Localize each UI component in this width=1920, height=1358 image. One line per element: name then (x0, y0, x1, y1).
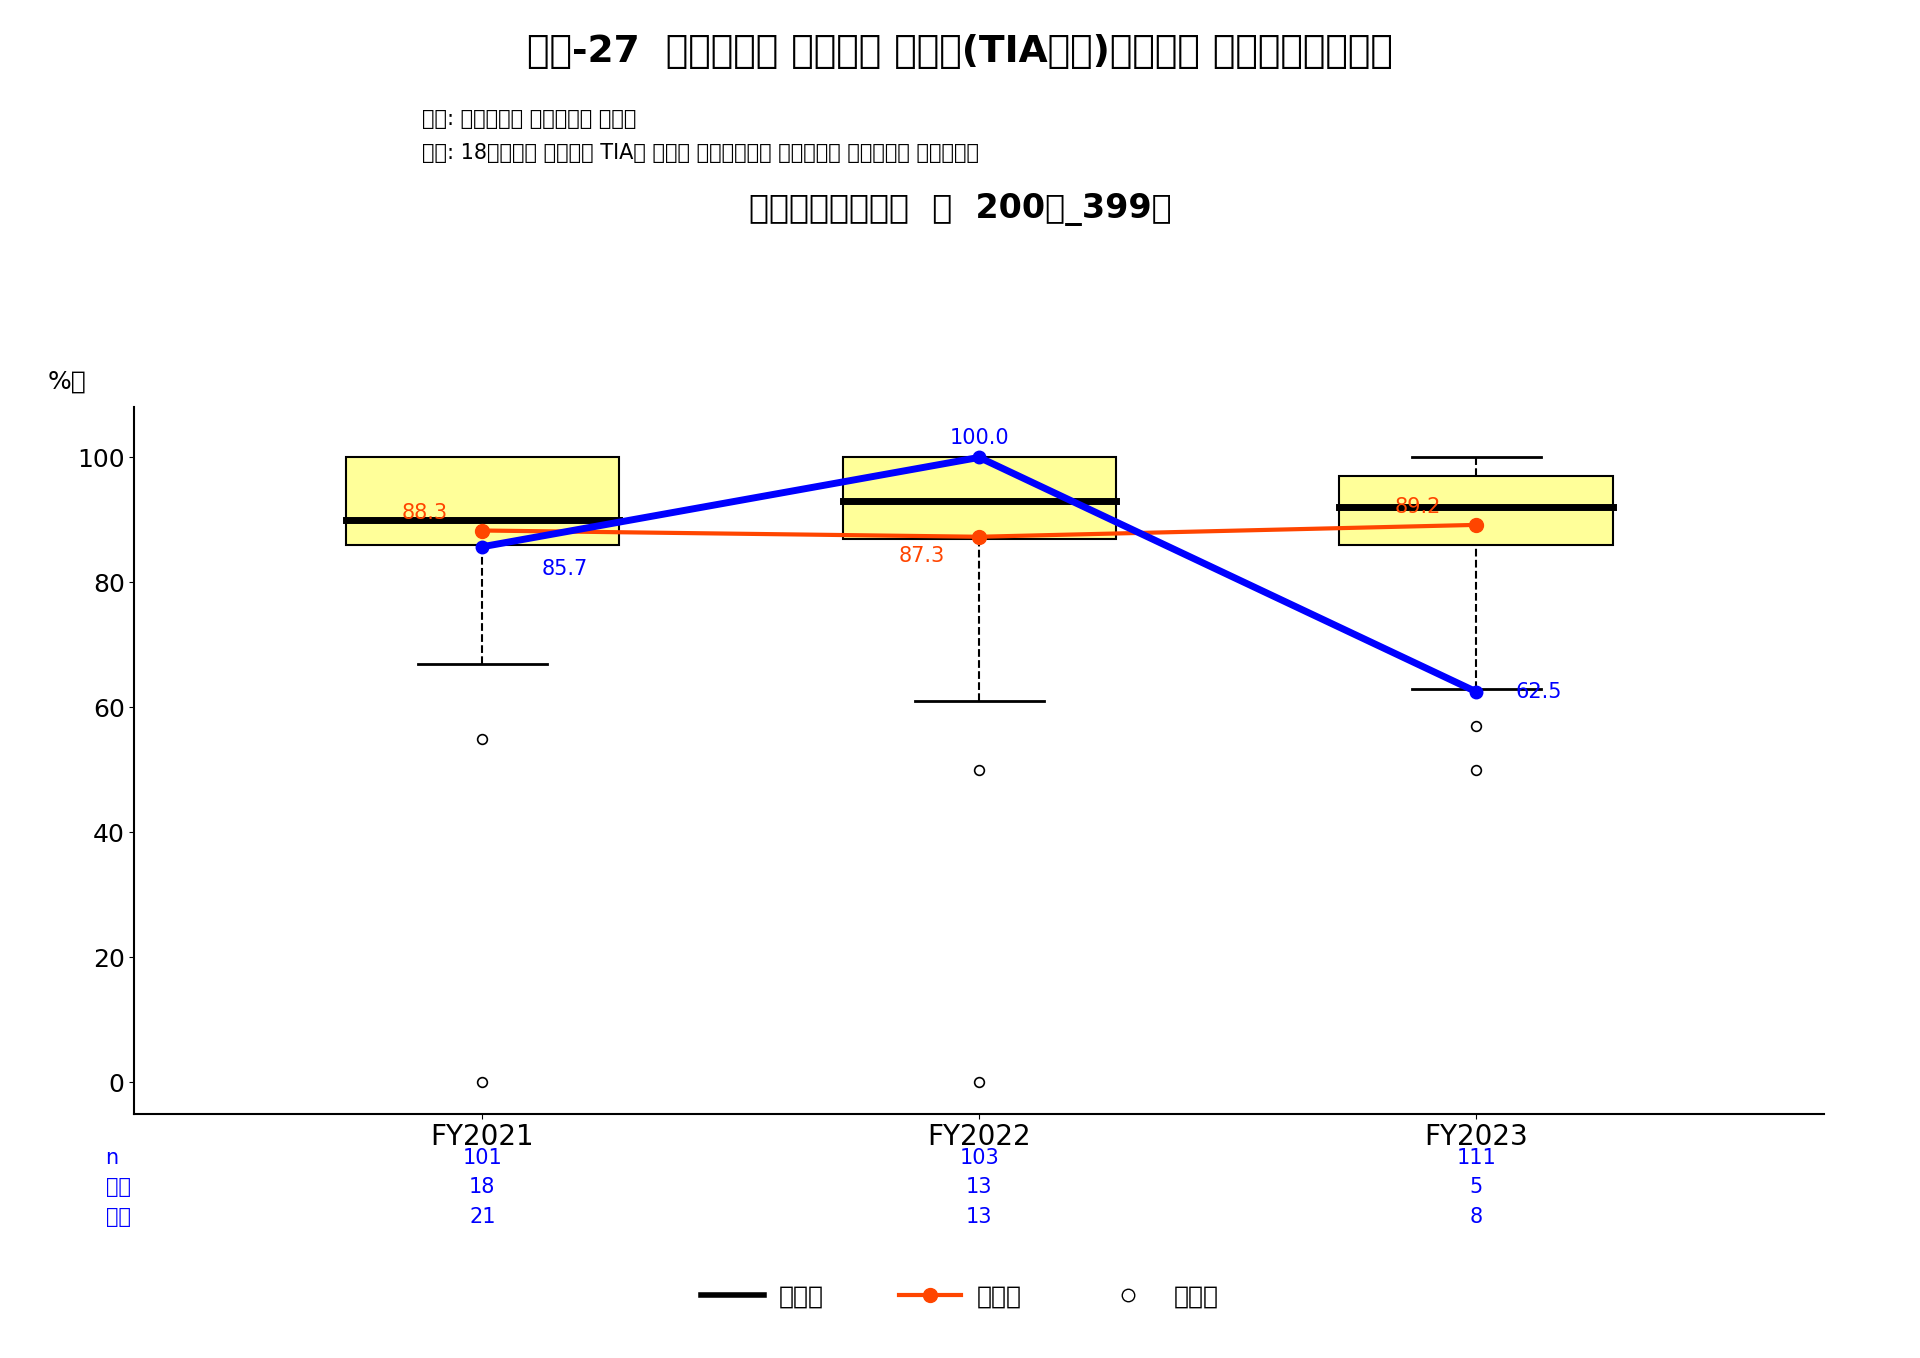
Text: 101: 101 (463, 1148, 503, 1168)
Text: 62.5: 62.5 (1517, 682, 1563, 702)
Text: 市立大津市民病院  ／  200床_399床: 市立大津市民病院 ／ 200床_399床 (749, 193, 1171, 225)
Text: 13: 13 (966, 1207, 993, 1228)
Text: 分子: 分子 (106, 1177, 131, 1198)
Text: 13: 13 (966, 1177, 993, 1198)
Text: 111: 111 (1455, 1148, 1496, 1168)
Text: 8: 8 (1469, 1207, 1482, 1228)
Text: 103: 103 (960, 1148, 998, 1168)
Text: 5: 5 (1469, 1177, 1482, 1198)
Text: 分母: 18歳以上の 脳梗塞か TIAの 診断で 入院し、かつ 心房細動と 診断された 入院患者数: 分母: 18歳以上の 脳梗塞か TIAの 診断で 入院し、かつ 心房細動と 診断… (422, 143, 979, 163)
Text: 一般-27  心房細動を 合併する 脳梗塞(TIA含む)患者への 抗凝固薬処方割合: 一般-27 心房細動を 合併する 脳梗塞(TIA含む)患者への 抗凝固薬処方割合 (528, 34, 1392, 71)
Bar (346, 458, 618, 545)
Bar (843, 458, 1116, 539)
Text: 85.7: 85.7 (541, 559, 588, 580)
Text: n: n (106, 1148, 119, 1168)
Y-axis label: %－: %－ (48, 369, 86, 394)
Text: 21: 21 (468, 1207, 495, 1228)
Text: 100.0: 100.0 (948, 428, 1010, 448)
Bar (1340, 477, 1613, 545)
Text: 18: 18 (468, 1177, 495, 1198)
Text: 88.3: 88.3 (401, 502, 447, 523)
Text: 89.2: 89.2 (1396, 497, 1442, 517)
Text: 87.3: 87.3 (899, 546, 945, 566)
Legend: 中央値, 平均値, 外れ値: 中央値, 平均値, 外れ値 (691, 1274, 1229, 1319)
Text: 分母: 分母 (106, 1207, 131, 1228)
Text: 分子: 抗凝固薬を 処方された 患者数: 分子: 抗凝固薬を 処方された 患者数 (422, 109, 637, 129)
